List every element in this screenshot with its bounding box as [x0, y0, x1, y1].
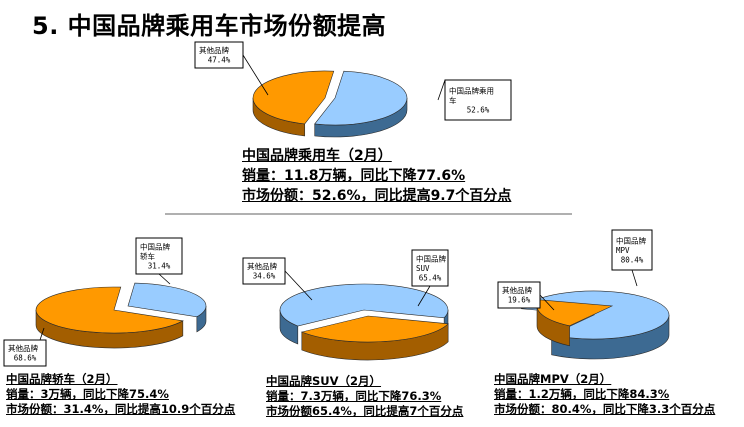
caption-passenger-cars: 中国品牌乘用车（2月） 销量：11.8万辆，同比下降77.6% 市场份额：52.…	[242, 146, 511, 206]
caption-sales: 销量：1.2万辆，同比下降84.3%	[494, 387, 670, 401]
caption-suv: 中国品牌SUV（2月） 销量：7.3万辆，同比下降76.3% 市场份额65.4%…	[266, 374, 463, 419]
slice-percent: 47.4%	[208, 56, 231, 65]
page-title: 5. 中国品牌乘用车市场份额提高	[32, 12, 387, 40]
caption-share: 市场份额65.4%，同比提高7个百分点	[266, 404, 464, 418]
slice-name: 轿车	[140, 251, 155, 261]
caption-title: 中国品牌SUV（2月）	[266, 374, 382, 388]
slice-name: 中国品牌	[140, 241, 170, 251]
pie-slice-label: 中国品牌乘用车 52.6%	[437, 79, 512, 121]
caption-sales: 销量：7.3万辆，同比下降76.3%	[266, 389, 442, 403]
slice-percent: 19.6%	[508, 296, 531, 305]
caption-mpv: 中国品牌MPV（2月） 销量：1.2万辆，同比下降84.3% 市场份额：80.4…	[494, 372, 715, 417]
pie-slice-china-brand	[127, 282, 207, 333]
caption-share: 市场份额：52.6%，同比提高9.7个百分点	[242, 188, 512, 204]
slice-percent: 31.4%	[148, 261, 171, 270]
pie-slice-other-brand	[300, 315, 449, 361]
divider	[165, 213, 572, 215]
slice-percent: 65.4%	[419, 273, 442, 282]
slice-percent: 52.6%	[467, 105, 490, 114]
slice-name: 车	[449, 95, 457, 105]
slice-percent: 68.6%	[14, 354, 37, 363]
caption-share: 市场份额：31.4%，同比提高10.9个百分点	[6, 402, 236, 416]
caption-title: 中国品牌乘用车（2月）	[242, 148, 392, 164]
slice-percent: 34.6%	[253, 272, 276, 281]
slice-name: 中国品牌	[416, 253, 446, 263]
pie-slice-other-brand	[35, 286, 184, 349]
caption-share: 市场份额：80.4%，同比下降3.3个百分点	[494, 402, 716, 416]
slice-name: 其他品牌	[199, 45, 229, 55]
pie-slice-other-brand	[536, 299, 614, 347]
caption-sales: 销量：3万辆，同比下降75.4%	[6, 387, 169, 401]
caption-sedans: 中国品牌轿车（2月） 销量：3万辆，同比下降75.4% 市场份额：31.4%，同…	[6, 372, 235, 417]
slice-name: 其他品牌	[502, 285, 532, 295]
pie-slice-china-brand	[314, 70, 408, 138]
pie-slice-other-brand	[252, 70, 335, 137]
caption-title: 中国品牌轿车（2月）	[6, 372, 118, 386]
caption-title: 中国品牌MPV（2月）	[494, 372, 612, 386]
slice-name: MPV	[616, 246, 630, 255]
slice-name: 其他品牌	[247, 261, 277, 271]
slice-name: 中国品牌乘用	[449, 85, 494, 95]
caption-sales: 销量：11.8万辆，同比下降77.6%	[242, 168, 466, 184]
slice-name: SUV	[416, 264, 430, 273]
slice-name: 其他品牌	[8, 343, 38, 353]
slice-name: 中国品牌	[616, 235, 646, 245]
slice-percent: 80.4%	[621, 255, 644, 264]
